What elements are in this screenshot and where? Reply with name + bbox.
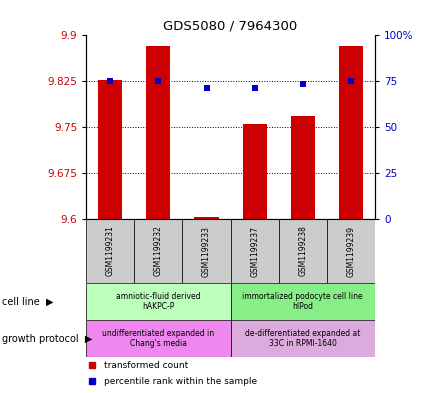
Text: de-differentiated expanded at
33C in RPMI-1640: de-differentiated expanded at 33C in RPM… [245, 329, 359, 349]
Bar [146, 46, 170, 219]
Text: undifferentiated expanded in
Chang's media: undifferentiated expanded in Chang's med… [102, 329, 214, 349]
Text: transformed count: transformed count [103, 361, 187, 370]
Bar [326, 219, 374, 283]
Bar [230, 320, 374, 358]
Text: GSM1199239: GSM1199239 [346, 226, 355, 277]
Text: amniotic-fluid derived
hAKPC-P: amniotic-fluid derived hAKPC-P [116, 292, 200, 311]
Text: growth protocol  ▶: growth protocol ▶ [2, 334, 92, 344]
Bar [290, 116, 314, 219]
Text: cell line  ▶: cell line ▶ [2, 296, 53, 307]
Bar [242, 124, 266, 219]
Bar [86, 219, 134, 283]
Text: GSM1199238: GSM1199238 [298, 226, 307, 277]
Text: GSM1199233: GSM1199233 [202, 226, 211, 277]
Bar [230, 283, 374, 320]
Bar [338, 46, 362, 219]
Bar [182, 219, 230, 283]
Text: GSM1199232: GSM1199232 [154, 226, 163, 277]
Text: percentile rank within the sample: percentile rank within the sample [103, 376, 256, 386]
Text: immortalized podocyte cell line
hIPod: immortalized podocyte cell line hIPod [242, 292, 362, 311]
Bar [194, 217, 218, 219]
Title: GDS5080 / 7964300: GDS5080 / 7964300 [163, 20, 297, 33]
Text: GSM1199237: GSM1199237 [249, 226, 258, 277]
Bar [86, 283, 230, 320]
Bar [134, 219, 182, 283]
Bar [230, 219, 278, 283]
Text: GSM1199231: GSM1199231 [105, 226, 114, 277]
Bar [98, 79, 122, 219]
Bar [86, 320, 230, 358]
Bar [278, 219, 326, 283]
